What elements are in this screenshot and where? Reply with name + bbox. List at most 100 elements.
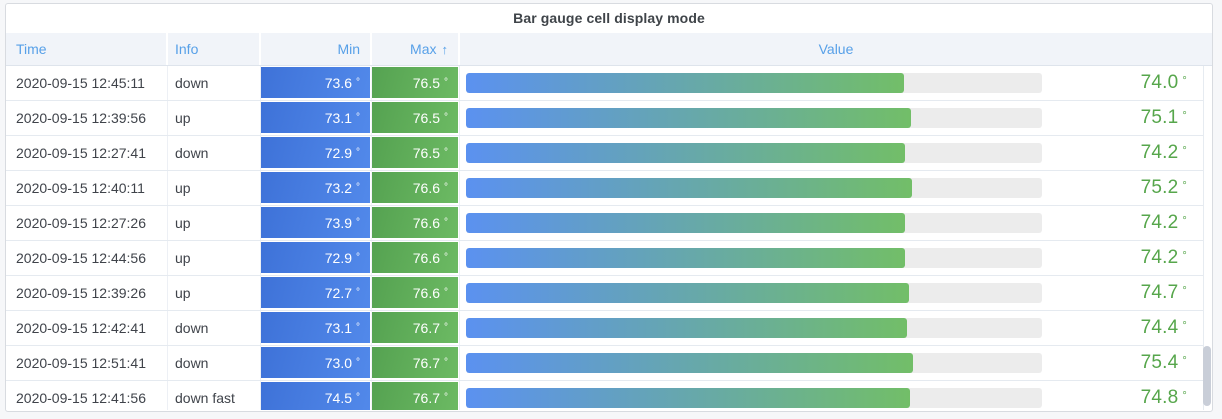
max-value: 76.5	[412, 74, 440, 91]
min-cell: 72.9 °	[261, 136, 372, 170]
table-row: 2020-09-15 12:39:26 up 72.7 ° 76.6 ° 74.7 °	[6, 276, 1203, 311]
min-value: 73.1	[324, 109, 352, 126]
min-cell: 72.7 °	[261, 276, 372, 310]
info-cell: down	[168, 311, 261, 345]
value-number: 74.2	[1140, 212, 1179, 233]
max-cell: 76.7 °	[372, 311, 460, 345]
bar-gauge-fill	[466, 248, 906, 268]
info-cell: up	[168, 101, 261, 135]
min-cell-background: 72.9 °	[261, 242, 370, 273]
degree-unit: °	[444, 112, 448, 123]
bar-gauge-fill	[466, 143, 906, 163]
max-value: 76.6	[412, 179, 440, 196]
degree-unit: °	[444, 357, 448, 368]
bar-gauge-fill	[466, 108, 912, 128]
value-cell: 74.2 °	[460, 206, 1203, 240]
degree-unit: °	[1182, 390, 1187, 402]
value-text: 75.4 °	[1141, 346, 1187, 380]
table-row: 2020-09-15 12:44:56 up 72.9 ° 76.6 ° 74.2 °	[6, 241, 1203, 276]
column-header-label: Info	[175, 41, 199, 57]
info-cell: up	[168, 206, 261, 240]
table-row: 2020-09-15 12:45:11 down 73.6 ° 76.5 ° 74.0 °	[6, 66, 1203, 101]
min-value: 74.5	[324, 389, 352, 406]
column-header-label: Min	[337, 41, 360, 57]
bar-gauge-fill	[466, 178, 912, 198]
min-value: 72.7	[324, 284, 352, 301]
value-text: 74.2 °	[1141, 241, 1187, 275]
min-cell-background: 73.1 °	[261, 312, 370, 343]
column-header-max[interactable]: Max ↑	[372, 33, 460, 65]
column-header-min[interactable]: Min	[261, 33, 372, 65]
column-header-info[interactable]: Info	[168, 33, 261, 65]
column-header-label: Max	[410, 41, 437, 57]
degree-unit: °	[356, 182, 360, 193]
bar-gauge-track	[466, 178, 1042, 198]
min-cell-background: 73.0 °	[261, 347, 370, 378]
max-cell-background: 76.5 °	[372, 102, 458, 133]
scrollbar-thumb[interactable]	[1203, 346, 1211, 406]
max-cell: 76.7 °	[372, 381, 460, 410]
min-cell: 73.6 °	[261, 66, 372, 100]
degree-unit: °	[356, 392, 360, 403]
max-value: 76.7	[412, 354, 440, 371]
max-value: 76.7	[412, 319, 440, 336]
degree-unit: °	[444, 287, 448, 298]
value-text: 75.2 °	[1141, 171, 1187, 205]
max-value: 76.6	[412, 214, 440, 231]
info-cell: up	[168, 276, 261, 310]
table-row: 2020-09-15 12:27:26 up 73.9 ° 76.6 ° 74.2 °	[6, 206, 1203, 241]
max-value: 76.6	[412, 284, 440, 301]
degree-unit: °	[444, 392, 448, 403]
max-value: 76.5	[412, 109, 440, 126]
table-panel: Bar gauge cell display mode Time Info Min M…	[5, 3, 1213, 412]
column-header-time[interactable]: Time	[6, 33, 168, 65]
table: Time Info Min Max ↑ Value 2020-09-15 12:45:11…	[6, 33, 1212, 411]
degree-unit: °	[444, 77, 448, 88]
min-cell-background: 72.9 °	[261, 137, 370, 168]
value-cell: 75.2 °	[460, 171, 1203, 205]
max-cell: 76.5 °	[372, 101, 460, 135]
min-value: 73.6	[324, 74, 352, 91]
min-value: 73.2	[324, 179, 352, 196]
degree-unit: °	[444, 147, 448, 158]
time-cell: 2020-09-15 12:51:41	[6, 346, 168, 380]
max-value: 76.5	[412, 144, 440, 161]
degree-unit: °	[356, 147, 360, 158]
max-cell-background: 76.5 °	[372, 67, 458, 98]
table-row: 2020-09-15 12:42:41 down 73.1 ° 76.7 ° 74.4 °	[6, 311, 1203, 346]
value-number: 74.7	[1140, 282, 1179, 303]
degree-unit: °	[356, 357, 360, 368]
table-row: 2020-09-15 12:39:56 up 73.1 ° 76.5 ° 75.1 °	[6, 101, 1203, 136]
min-cell: 74.5 °	[261, 381, 372, 410]
degree-unit: °	[444, 322, 448, 333]
max-value: 76.7	[412, 389, 440, 406]
value-text: 74.2 °	[1141, 206, 1187, 240]
column-header-value[interactable]: Value	[460, 33, 1212, 65]
min-cell: 73.0 °	[261, 346, 372, 380]
value-cell: 74.8 °	[460, 381, 1203, 410]
time-cell: 2020-09-15 12:27:26	[6, 206, 168, 240]
value-number: 74.4	[1140, 317, 1179, 338]
bar-gauge-fill	[466, 388, 910, 408]
bar-gauge-fill	[466, 213, 906, 233]
min-cell: 73.1 °	[261, 101, 372, 135]
max-cell: 76.6 °	[372, 206, 460, 240]
table-row: 2020-09-15 12:51:41 down 73.0 ° 76.7 ° 75.4 °	[6, 346, 1203, 381]
min-cell: 73.2 °	[261, 171, 372, 205]
time-cell: 2020-09-15 12:39:26	[6, 276, 168, 310]
degree-unit: °	[1182, 110, 1187, 122]
value-cell: 75.4 °	[460, 346, 1203, 380]
panel-title[interactable]: Bar gauge cell display mode	[513, 10, 705, 26]
value-cell: 75.1 °	[460, 101, 1203, 135]
time-cell: 2020-09-15 12:41:56	[6, 381, 168, 410]
bar-gauge-track	[466, 73, 1042, 93]
degree-unit: °	[356, 322, 360, 333]
min-cell-background: 73.6 °	[261, 67, 370, 98]
value-number: 75.4	[1140, 352, 1179, 373]
value-number: 75.1	[1140, 107, 1179, 128]
degree-unit: °	[1182, 215, 1187, 227]
degree-unit: °	[1182, 250, 1187, 262]
max-cell: 76.6 °	[372, 276, 460, 310]
table-header: Time Info Min Max ↑ Value	[6, 33, 1212, 66]
degree-unit: °	[1182, 285, 1187, 297]
